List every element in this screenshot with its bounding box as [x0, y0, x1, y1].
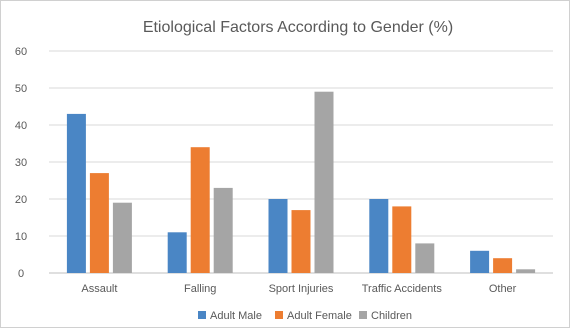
legend: Adult Male Adult Female Children: [198, 310, 412, 322]
bar: [112, 202, 132, 273]
bar: [291, 210, 311, 273]
x-tick-label: Traffic Accidents: [362, 283, 443, 295]
legend-label: Children: [371, 310, 412, 322]
x-axis-tick-labels: Assault Falling Sport Injuries Traffic Acci…: [81, 283, 516, 295]
chart-title: Etiological Factors According to Gender …: [143, 19, 453, 36]
bar: [268, 199, 288, 273]
gridlines: [49, 50, 553, 274]
bar-chart: Etiological Factors According to Gender …: [15, 19, 553, 322]
bar: [415, 243, 435, 273]
x-tick-label: Falling: [184, 283, 216, 295]
y-tick-label: 40: [15, 120, 27, 132]
y-tick-label: 0: [18, 268, 24, 280]
x-tick-label: Sport Injuries: [269, 283, 334, 295]
bar: [66, 113, 86, 274]
bar: [493, 258, 513, 273]
bars: [66, 91, 536, 274]
bar: [167, 232, 187, 273]
y-tick-label: 50: [15, 83, 27, 95]
y-axis-tick-labels: 0 10 20 30 40 50 60: [15, 46, 27, 280]
bar: [516, 269, 536, 273]
bar: [190, 147, 210, 273]
legend-label: Adult Male: [210, 310, 262, 322]
x-tick-label: Other: [489, 283, 517, 295]
bar: [369, 199, 389, 273]
legend-label: Adult Female: [287, 310, 352, 322]
bar: [89, 173, 109, 273]
y-tick-label: 30: [15, 157, 27, 169]
y-tick-label: 10: [15, 231, 27, 243]
x-tick-label: Assault: [81, 283, 117, 295]
legend-swatch: [359, 311, 367, 319]
bar: [470, 250, 490, 273]
bar: [392, 206, 412, 273]
y-tick-label: 20: [15, 194, 27, 206]
legend-swatch: [275, 311, 283, 319]
bar: [314, 91, 334, 273]
legend-swatch: [198, 311, 206, 319]
bar: [213, 187, 233, 273]
y-tick-label: 60: [15, 46, 27, 58]
